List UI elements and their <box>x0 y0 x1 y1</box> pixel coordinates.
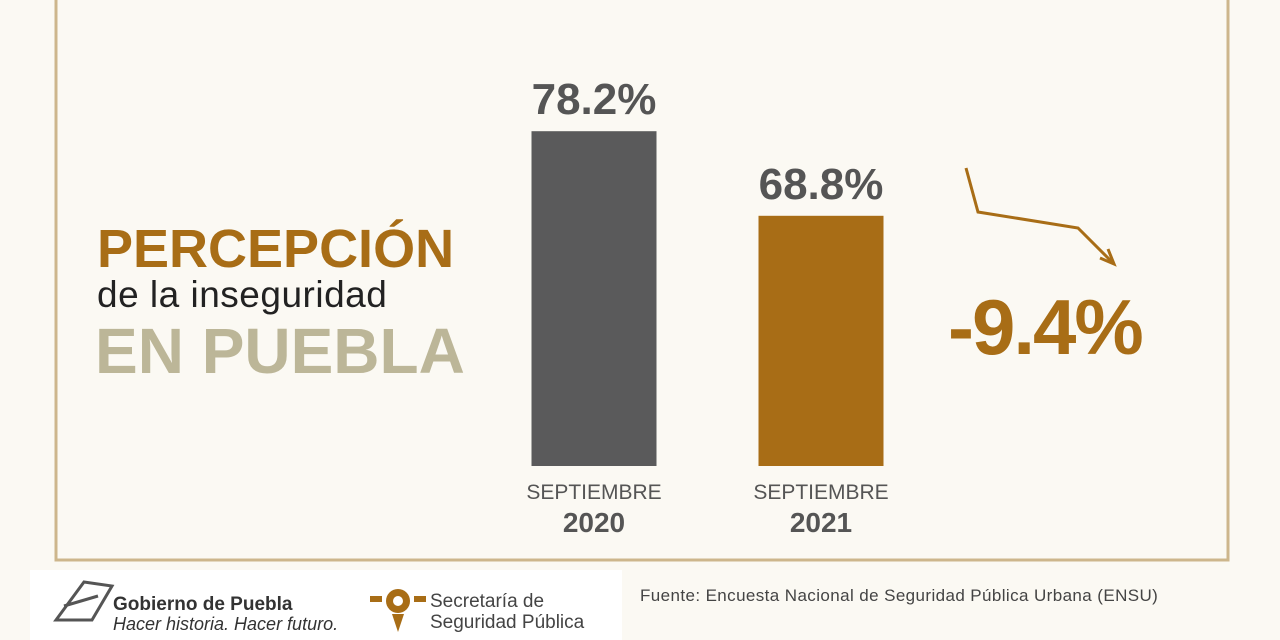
category-label: SEPTIEMBRE 2020 <box>526 481 662 538</box>
bar <box>758 215 884 466</box>
gov-slogan: Hacer historia. Hacer futuro. <box>113 614 339 634</box>
gov-logo <box>53 580 115 622</box>
gov-name: Gobierno de Puebla <box>113 594 293 615</box>
bar <box>531 131 657 466</box>
category-label: SEPTIEMBRE 2021 <box>753 481 889 538</box>
title-line: EN PUEBLA <box>95 315 465 387</box>
secretariat-line: Secretaría de <box>430 591 545 612</box>
change-label: -9.4% <box>948 283 1144 371</box>
footer-panel <box>30 570 622 640</box>
value-label: 68.8% <box>758 159 884 209</box>
title-line: de la inseguridad <box>97 274 388 315</box>
trend-arrow <box>964 167 1114 264</box>
frame <box>54 0 1230 562</box>
source: Fuente: Encuesta Nacional de Seguridad P… <box>640 586 1159 605</box>
ssp-logo <box>370 589 426 632</box>
title-line: PERCEPCIÓN <box>97 219 455 279</box>
arrow-head <box>1099 248 1117 267</box>
secretariat-line: Seguridad Pública <box>430 612 585 633</box>
value-label: 78.2% <box>531 75 657 125</box>
